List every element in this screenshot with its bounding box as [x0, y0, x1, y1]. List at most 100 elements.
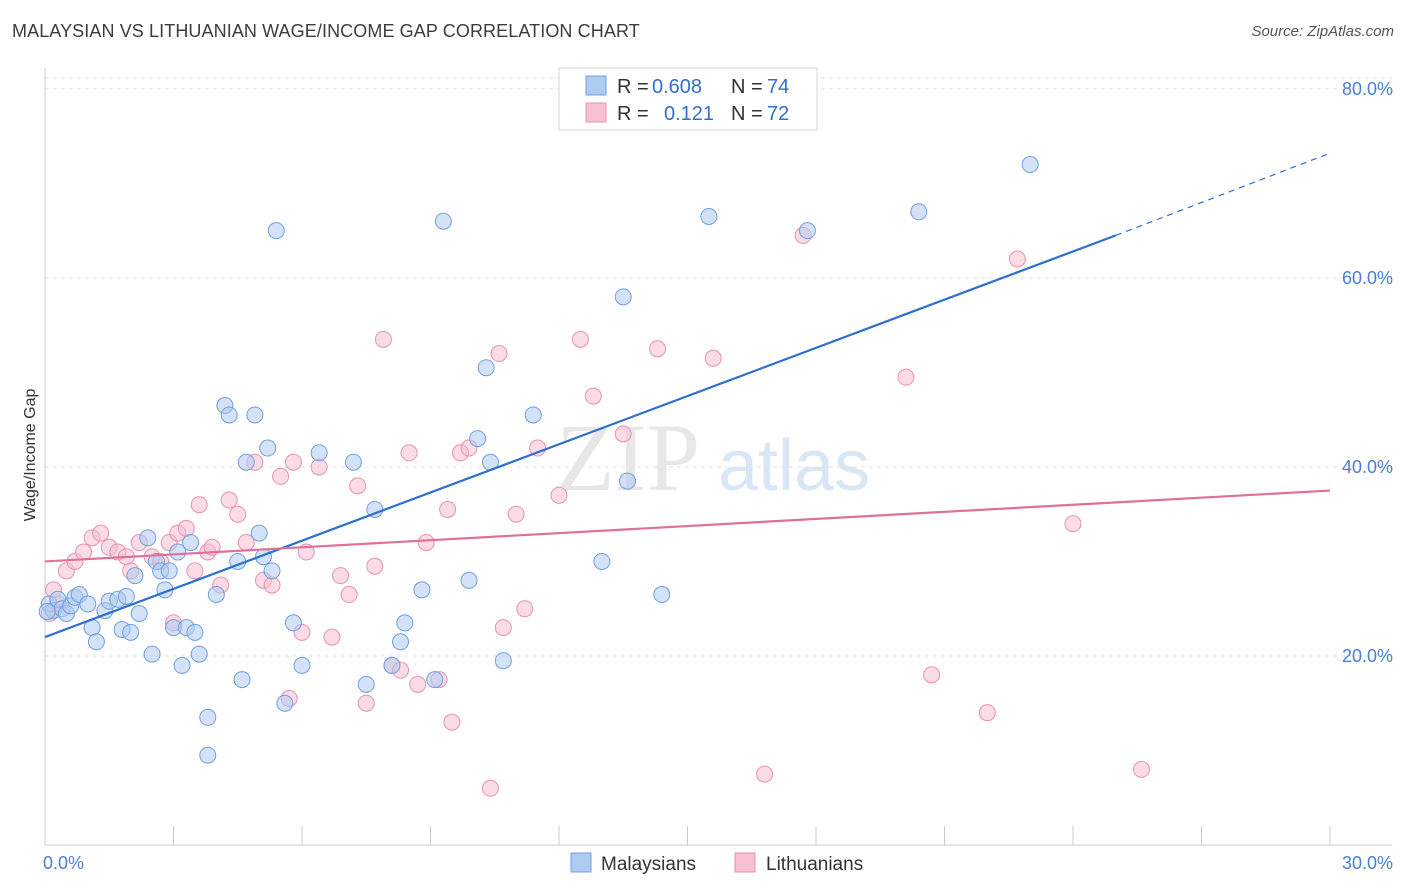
- lithuanians-point: [550, 486, 568, 504]
- y-axis-label: Wage/Income Gap: [22, 389, 39, 522]
- malaysians-point: [139, 529, 157, 547]
- malaysians-point: [524, 406, 542, 424]
- correlation-legend: R = 0.608 N = 74 R = 0.121 N = 72: [558, 67, 818, 131]
- malaysians-point: [267, 222, 285, 240]
- malaysians-point: [392, 633, 410, 651]
- lithuanians-point: [1008, 250, 1026, 268]
- lithuanians-point: [978, 704, 996, 722]
- lithuanians-point: [490, 345, 508, 363]
- malaysians-point: [383, 656, 401, 674]
- lithuanians-point: [190, 496, 208, 514]
- malaysians-points: [38, 156, 1039, 764]
- malaysians-point: [199, 708, 217, 726]
- legend-r-label-2: R =: [617, 103, 649, 125]
- bottom-legend-swatch-pink: [734, 852, 756, 873]
- lithuanians-point: [340, 586, 358, 604]
- grid-lines: [45, 77, 1392, 657]
- bottom-legend-malaysians: Malaysians: [601, 854, 696, 875]
- lithuanians-trend-line: [44, 489, 1331, 563]
- lithuanians-point: [516, 600, 534, 618]
- lithuanians-point: [374, 330, 392, 348]
- malaysians-point: [79, 595, 97, 613]
- malaysians-point: [126, 567, 144, 585]
- malaysians-point: [276, 694, 294, 712]
- lithuanians-point: [323, 628, 341, 646]
- malaysians-point: [169, 543, 187, 561]
- source-label: Source: ZipAtlas.com: [1251, 23, 1394, 40]
- legend-swatch-blue: [585, 75, 607, 96]
- series-legend: Malaysians Lithuanians: [570, 852, 863, 875]
- malaysians-point: [426, 671, 444, 689]
- malaysians-point: [910, 203, 928, 221]
- malaysians-trend-extension: [1115, 152, 1331, 236]
- malaysians-point: [143, 645, 161, 663]
- malaysians-point: [310, 444, 328, 462]
- watermark-atlas: atlas: [718, 426, 870, 506]
- lithuanians-point: [494, 619, 512, 637]
- x-tick-label: 0.0%: [43, 853, 84, 873]
- lithuanians-point: [507, 505, 525, 523]
- y-tick-label: 60.0%: [1342, 268, 1393, 288]
- malaysians-point: [173, 656, 191, 674]
- y-tick-label: 40.0%: [1342, 457, 1393, 477]
- malaysians-point: [614, 288, 632, 306]
- lithuanians-point: [439, 500, 457, 518]
- y-tick-label: 20.0%: [1342, 646, 1393, 666]
- malaysians-point: [259, 439, 277, 457]
- legend-n-value-1: 74: [767, 76, 789, 98]
- lithuanians-point: [186, 562, 204, 580]
- lithuanians-point: [284, 453, 302, 471]
- malaysians-point: [246, 406, 264, 424]
- legend-n-label-2: N =: [731, 103, 763, 125]
- lithuanians-point: [409, 675, 427, 693]
- lithuanians-point: [529, 439, 547, 457]
- lithuanians-point: [756, 765, 774, 783]
- lithuanians-point: [649, 340, 667, 358]
- malaysians-point: [117, 587, 135, 605]
- lithuanians-point: [614, 425, 632, 443]
- malaysians-point: [207, 586, 225, 604]
- malaysians-point: [619, 472, 637, 490]
- lithuanians-point: [229, 505, 247, 523]
- lithuanians-point: [923, 666, 941, 684]
- lithuanians-point: [897, 368, 915, 386]
- lithuanians-point: [332, 567, 350, 585]
- lithuanians-point: [357, 694, 375, 712]
- y-tick-label: 80.0%: [1342, 79, 1393, 99]
- lithuanians-point: [310, 458, 328, 476]
- malaysians-point: [593, 552, 611, 570]
- malaysians-point: [469, 430, 487, 448]
- lithuanians-point: [272, 467, 290, 485]
- malaysians-point: [182, 534, 200, 552]
- lithuanians-point: [92, 524, 110, 542]
- legend-n-value-2: 72: [767, 103, 789, 125]
- malaysians-point: [653, 586, 671, 604]
- lithuanians-point: [571, 330, 589, 348]
- legend-r-value-1: 0.608: [652, 76, 702, 98]
- malaysians-point: [344, 453, 362, 471]
- lithuanians-point: [263, 576, 281, 594]
- lithuanians-point: [177, 519, 195, 537]
- lithuanians-point: [417, 534, 435, 552]
- y-tick-labels: 20.0% 40.0% 60.0% 80.0%: [1342, 79, 1393, 666]
- legend-n-label-1: N =: [731, 76, 763, 98]
- trend-lines: [44, 152, 1331, 639]
- lithuanians-point: [584, 387, 602, 405]
- malaysians-point: [122, 623, 140, 641]
- malaysians-point: [798, 222, 816, 240]
- lithuanians-point: [349, 477, 367, 495]
- lithuanians-point: [75, 543, 93, 561]
- malaysians-point: [1021, 156, 1039, 174]
- lithuanians-point: [1133, 760, 1151, 778]
- malaysians-point: [293, 656, 311, 674]
- malaysians-point: [477, 359, 495, 377]
- malaysians-point: [413, 581, 431, 599]
- malaysians-point: [38, 603, 56, 621]
- malaysians-point: [284, 614, 302, 632]
- lithuanians-point: [400, 444, 418, 462]
- lithuanians-point: [443, 713, 461, 731]
- malaysians-point: [396, 614, 414, 632]
- malaysians-point: [460, 571, 478, 589]
- bottom-legend-swatch-blue: [570, 852, 592, 873]
